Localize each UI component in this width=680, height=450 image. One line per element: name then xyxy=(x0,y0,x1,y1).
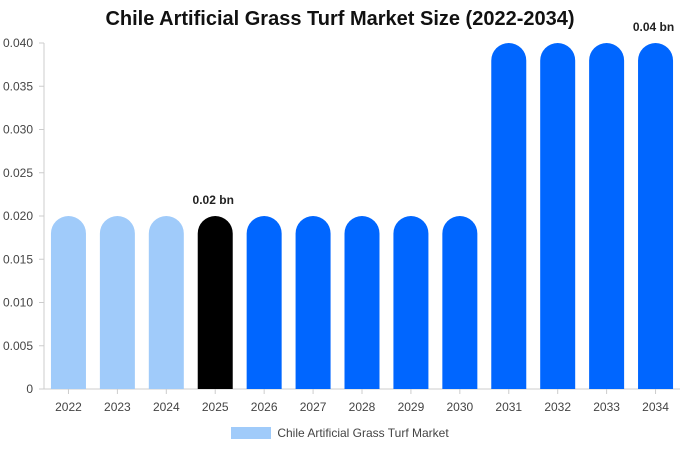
bar xyxy=(540,43,576,389)
y-tick-label: 0.035 xyxy=(3,79,33,93)
x-tick-label: 2032 xyxy=(544,400,571,414)
bar xyxy=(50,216,86,389)
x-tick-label: 2028 xyxy=(349,400,376,414)
legend-label: Chile Artificial Grass Turf Market xyxy=(277,426,449,440)
bar xyxy=(442,216,478,389)
bar xyxy=(99,216,135,389)
legend-swatch xyxy=(231,427,272,439)
y-tick-label: 0.030 xyxy=(3,123,33,137)
y-tick-label: 0.010 xyxy=(3,296,33,310)
data-label: 0.02 bn xyxy=(193,193,234,207)
bar xyxy=(589,43,625,389)
x-tick-label: 2026 xyxy=(251,400,278,414)
bar xyxy=(148,216,184,389)
y-tick-label: 0.025 xyxy=(3,166,33,180)
data-label: 0.04 bn xyxy=(633,20,674,34)
chart-title: Chile Artificial Grass Turf Market Size … xyxy=(105,8,575,30)
x-tick-label: 2031 xyxy=(495,400,522,414)
legend: Chile Artificial Grass Turf Market xyxy=(0,426,680,440)
x-tick-label: 2023 xyxy=(104,400,131,414)
bar xyxy=(638,43,674,389)
y-tick-label: 0.005 xyxy=(3,339,33,353)
bar xyxy=(344,216,380,389)
bar xyxy=(295,216,331,389)
x-tick-label: 2033 xyxy=(593,400,620,414)
x-tick-label: 2025 xyxy=(202,400,229,414)
bar xyxy=(246,216,282,389)
y-tick-label: 0.020 xyxy=(3,209,33,223)
y-tick-label: 0 xyxy=(26,382,33,396)
y-tick-label: 0.040 xyxy=(3,36,33,50)
x-tick-label: 2024 xyxy=(153,400,180,414)
bar xyxy=(491,43,527,389)
y-tick-label: 0.015 xyxy=(3,252,33,266)
x-tick-label: 2027 xyxy=(300,400,327,414)
bar xyxy=(393,216,429,389)
x-tick-label: 2034 xyxy=(642,400,669,414)
bar xyxy=(197,216,233,389)
x-tick-label: 2022 xyxy=(55,400,82,414)
x-tick-label: 2029 xyxy=(398,400,425,414)
x-tick-label: 2030 xyxy=(446,400,473,414)
